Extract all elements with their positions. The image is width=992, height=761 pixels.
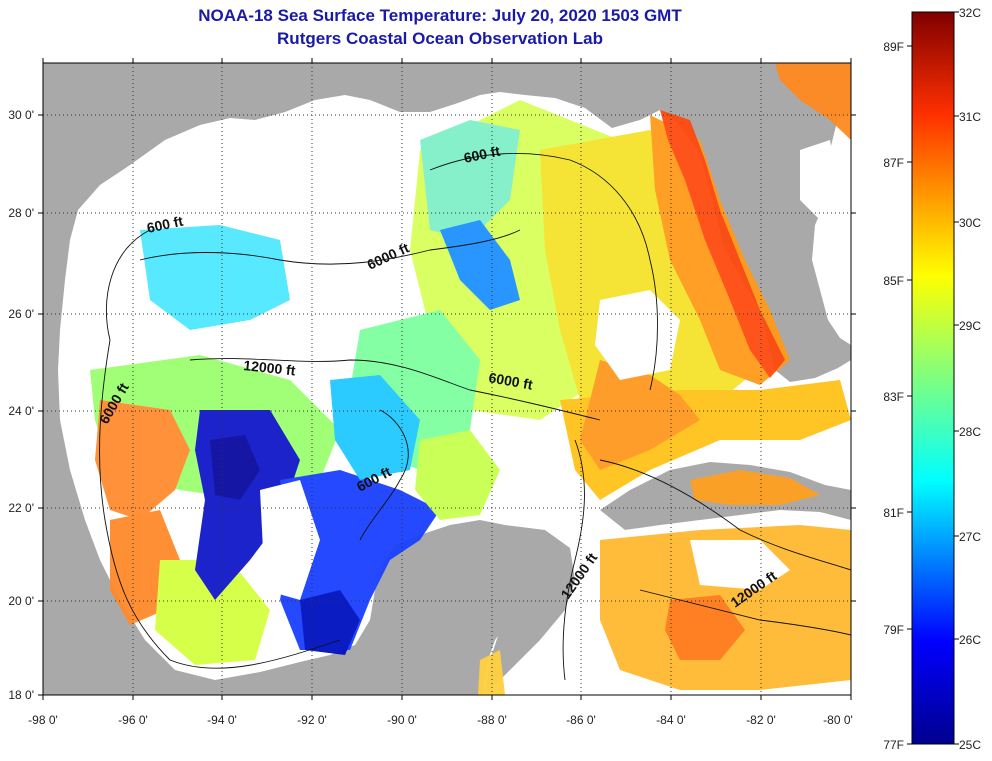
x-tick-labels: -98 0' -96 0' -94 0' -92 0' -90 0' -88 0… (28, 713, 853, 727)
colorbar-fahrenheit-label: 83F (883, 390, 904, 404)
y-tick-label: 18 0' (8, 688, 34, 702)
x-tick-label: -84 0' (656, 713, 686, 727)
colorbar-fahrenheit-label: 89F (883, 40, 904, 54)
x-tick-label: -96 0' (118, 713, 148, 727)
map-frame (42, 62, 852, 696)
contour-label: 600 ft (145, 213, 184, 236)
colorbar-celsius-label: 26C (959, 633, 981, 647)
colorbar-celsius-label: 31C (959, 110, 981, 124)
colorbar-celsius-label: 32C (959, 6, 981, 20)
y-tick-label: 28 0' (8, 206, 34, 220)
y-tick-label: 22 0' (8, 501, 34, 515)
colorbar-fahrenheit-label: 85F (883, 274, 904, 288)
land-yucatan (485, 525, 575, 695)
map-subtitle: Rutgers Coastal Ocean Observation Lab (277, 29, 603, 48)
x-tick-label: -82 0' (746, 713, 776, 727)
contour-label: 12000 ft (243, 357, 297, 378)
colorbar-celsius-label: 27C (959, 530, 981, 544)
y-tick-label: 26 0' (8, 307, 34, 321)
land-us-gulf-coast (43, 63, 851, 695)
y-tick-label: 30 0' (8, 108, 34, 122)
x-tick-label: -86 0' (566, 713, 596, 727)
x-tick-label: -88 0' (477, 713, 507, 727)
x-tick-label: -94 0' (207, 713, 237, 727)
x-tick-label: -98 0' (28, 713, 58, 727)
graticule (43, 63, 851, 695)
colorbar-celsius-label: 25C (959, 738, 981, 752)
colorbar-fahrenheit-label: 77F (883, 738, 904, 752)
contour-label: 600 ft (462, 143, 501, 166)
cloud-patches (260, 140, 840, 600)
y-tick-label: 20 0' (8, 594, 34, 608)
x-tick-label: -80 0' (823, 713, 853, 727)
colorbar-fahrenheit-label: 81F (883, 506, 904, 520)
map-title: NOAA-18 Sea Surface Temperature: July 20… (198, 6, 682, 25)
colorbar-celsius-label: 30C (959, 216, 981, 230)
x-tick-label: -92 0' (297, 713, 327, 727)
colorbar-fahrenheit-label: 87F (883, 156, 904, 170)
y-tick-labels: 30 0' 28 0' 26 0' 24 0' 22 0' 20 0' 18 0… (8, 108, 34, 702)
colorbar-celsius-label: 28C (959, 425, 981, 439)
colorbar-fahrenheit-label: 79F (883, 623, 904, 637)
contour-label: 6000 ft (487, 369, 534, 393)
y-tick-label: 24 0' (8, 404, 34, 418)
colorbar-celsius-label: 29C (959, 319, 981, 333)
colorbar-gradient (911, 11, 955, 745)
x-tick-label: -90 0' (387, 713, 417, 727)
tick-marks (38, 58, 856, 700)
bathymetry-contours (99, 153, 851, 681)
colorbar: 32C 31C 30C 29C 28C 27C 26C 25C 89F 87F … (883, 6, 981, 752)
